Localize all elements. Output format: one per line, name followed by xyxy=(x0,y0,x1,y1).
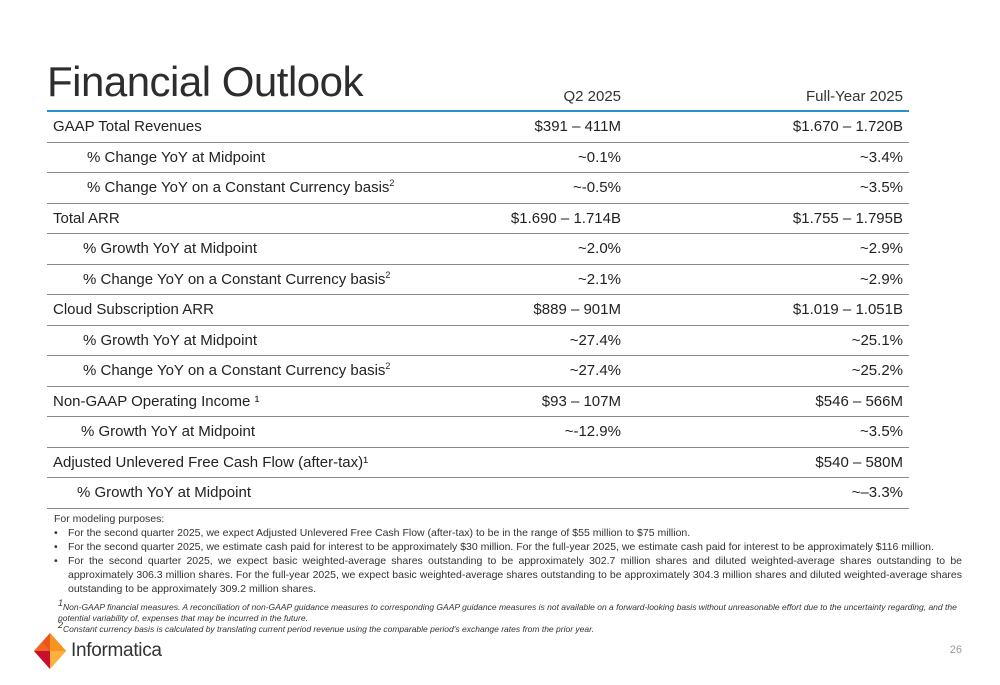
row-label-text: % Change YoY on a Constant Currency basi… xyxy=(83,270,386,288)
bullet-icon: • xyxy=(54,541,58,553)
row-label-text: % Growth YoY at Midpoint xyxy=(77,484,251,502)
row-label: GAAP Total Revenues xyxy=(47,111,477,143)
table-row: % Change YoY on a Constant Currency basi… xyxy=(47,264,909,295)
footnote-ref: 2 xyxy=(389,178,395,189)
full-year-value: $540 – 580M xyxy=(627,447,909,478)
full-year-value: $1.019 – 1.051B xyxy=(627,294,909,326)
row-label: % Growth YoY at Midpoint xyxy=(47,325,477,356)
outlook-table-body: GAAP Total Revenues $391 – 411M $1.670 – 1… xyxy=(47,111,909,509)
row-label: % Growth YoY at Midpoint xyxy=(47,477,477,509)
row-label-text: % Change YoY on a Constant Currency basi… xyxy=(83,362,386,380)
row-label: % Change YoY on a Constant Currency basi… xyxy=(47,355,477,387)
list-item: • For the second quarter 2025, we estimat… xyxy=(54,540,962,554)
q2-value: ~-0.5% xyxy=(477,172,627,204)
row-label-text: % Change YoY at Midpoint xyxy=(87,148,266,166)
row-label: % Growth YoY at Midpoint xyxy=(47,416,477,448)
note-text: For the second quarter 2025, we estimate… xyxy=(68,541,934,553)
row-label-text: % Growth YoY at Midpoint xyxy=(81,423,255,441)
full-year-value: ~–3.3% xyxy=(627,477,909,509)
q2-value: ~2.0% xyxy=(477,233,627,265)
full-year-value: ~3.4% xyxy=(627,142,909,173)
footnote-mark: 2 xyxy=(58,620,64,631)
footnote-ref: 2 xyxy=(385,361,391,372)
row-label: % Change YoY at Midpoint xyxy=(47,142,477,173)
table-row: % Change YoY on a Constant Currency basi… xyxy=(47,355,909,387)
full-year-value: ~25.1% xyxy=(627,325,909,356)
outlook-table: Q2 2025 Full-Year 2025 GAAP Total Revenu… xyxy=(47,82,909,509)
table-row: % Growth YoY at Midpoint ~2.0% ~2.9% xyxy=(47,233,909,265)
row-label: Cloud Subscription ARR xyxy=(47,294,477,326)
q2-value: $889 – 901M xyxy=(477,294,627,326)
row-label: % Growth YoY at Midpoint xyxy=(47,233,477,265)
q2-value: ~27.4% xyxy=(477,355,627,387)
q2-value xyxy=(477,447,627,478)
q2-value: $1.690 – 1.714B xyxy=(477,203,627,234)
row-label: Total ARR xyxy=(47,203,477,234)
informatica-diamond-logo-icon xyxy=(34,633,66,669)
row-label-text: Non-GAAP Operating Income ¹ xyxy=(53,392,260,410)
full-year-value: ~2.9% xyxy=(627,264,909,295)
table-row: % Growth YoY at Midpoint ~27.4% ~25.1% xyxy=(47,325,909,356)
table-row: Non-GAAP Operating Income ¹ $93 – 107M $54… xyxy=(47,386,909,417)
q2-value: ~-12.9% xyxy=(477,416,627,448)
full-year-value: $1.670 – 1.720B xyxy=(627,111,909,143)
row-label-text: % Growth YoY at Midpoint xyxy=(83,240,257,258)
bullet-icon: • xyxy=(54,527,58,539)
full-year-value: $1.755 – 1.795B xyxy=(627,203,909,234)
table-row: Adjusted Unlevered Free Cash Flow (after… xyxy=(47,447,909,478)
footnote-text: Non-GAAP financial measures. A reconcili… xyxy=(58,602,957,623)
footnote-ref: 2 xyxy=(385,269,391,280)
modeling-notes-heading: For modeling purposes: xyxy=(54,513,165,525)
footnotes: 1Non-GAAP financial measures. A reconcil… xyxy=(58,599,958,635)
footnote-mark: 1 xyxy=(58,598,64,609)
table-row: Cloud Subscription ARR $889 – 901M $1.019 … xyxy=(47,294,909,326)
table-row: GAAP Total Revenues $391 – 411M $1.670 – 1… xyxy=(47,111,909,143)
list-item: • For the second quarter 2025, we expect … xyxy=(54,554,962,596)
footnote-text: Constant currency basis is calculated by… xyxy=(63,624,594,634)
row-label: % Change YoY on a Constant Currency basi… xyxy=(47,264,477,295)
footnote: 2Constant currency basis is calculated b… xyxy=(58,621,958,635)
informatica-logo: Informatica xyxy=(33,632,162,670)
note-text: For the second quarter 2025, we expect b… xyxy=(68,555,962,595)
note-text: For the second quarter 2025, we expect A… xyxy=(68,527,691,539)
full-year-value: $546 – 566M xyxy=(627,386,909,417)
row-label: % Change YoY on a Constant Currency basi… xyxy=(47,172,477,204)
q2-value xyxy=(477,477,627,509)
modeling-notes: For modeling purposes: • For the second q… xyxy=(54,512,962,596)
row-label-text: % Growth YoY at Midpoint xyxy=(83,331,257,349)
table-header-row: Q2 2025 Full-Year 2025 xyxy=(47,82,909,112)
full-year-value: ~25.2% xyxy=(627,355,909,387)
column-header-label xyxy=(47,82,477,112)
row-label-text: GAAP Total Revenues xyxy=(53,118,202,136)
footnote: 1Non-GAAP financial measures. A reconcil… xyxy=(58,599,958,624)
row-label-text: Cloud Subscription ARR xyxy=(53,301,214,319)
full-year-value: ~2.9% xyxy=(627,233,909,265)
q2-value: $391 – 411M xyxy=(477,111,627,143)
table-row: Total ARR $1.690 – 1.714B $1.755 – 1.795B xyxy=(47,203,909,234)
table-row: % Growth YoY at Midpoint ~-12.9% ~3.5% xyxy=(47,416,909,448)
row-label: Adjusted Unlevered Free Cash Flow (after… xyxy=(47,447,477,478)
column-header-q2: Q2 2025 xyxy=(477,82,627,112)
table-row: % Change YoY at Midpoint ~0.1% ~3.4% xyxy=(47,142,909,173)
q2-value: ~0.1% xyxy=(477,142,627,173)
q2-value: ~2.1% xyxy=(477,264,627,295)
full-year-value: ~3.5% xyxy=(627,416,909,448)
row-label-text: Adjusted Unlevered Free Cash Flow (after… xyxy=(53,453,369,471)
page-number: 26 xyxy=(949,644,962,656)
full-year-value: ~3.5% xyxy=(627,172,909,204)
column-header-full-year: Full-Year 2025 xyxy=(627,82,909,112)
row-label: Non-GAAP Operating Income ¹ xyxy=(47,386,477,417)
row-label-text: Total ARR xyxy=(53,209,120,227)
q2-value: ~27.4% xyxy=(477,325,627,356)
modeling-notes-list: • For the second quarter 2025, we expect … xyxy=(54,526,962,596)
logo-wordmark: Informatica xyxy=(71,640,162,661)
q2-value: $93 – 107M xyxy=(477,386,627,417)
bullet-icon: • xyxy=(54,555,58,567)
table-row: % Change YoY on a Constant Currency basi… xyxy=(47,172,909,204)
table-row: % Growth YoY at Midpoint ~–3.3% xyxy=(47,477,909,509)
row-label-text: % Change YoY on a Constant Currency basi… xyxy=(87,179,390,197)
list-item: • For the second quarter 2025, we expect … xyxy=(54,526,962,540)
